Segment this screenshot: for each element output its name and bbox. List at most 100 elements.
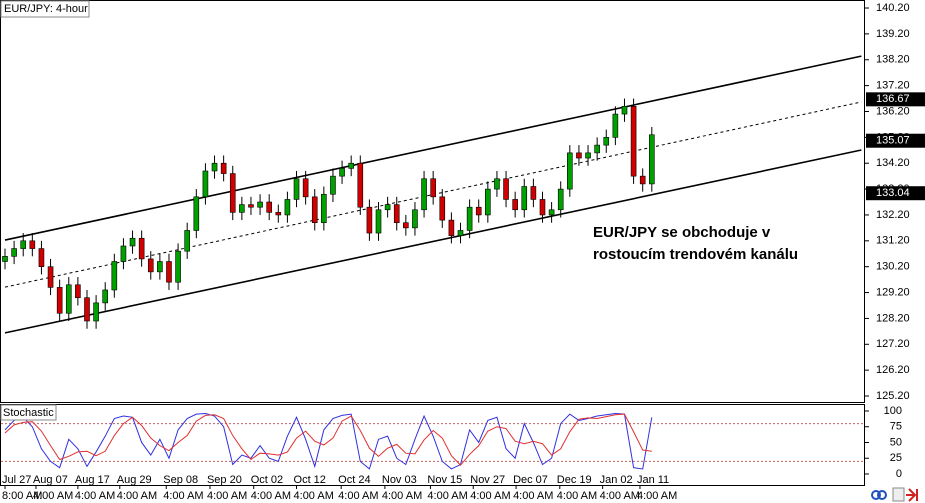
candle-body: [157, 261, 163, 273]
annotation: EUR/JPY se obchoduje v: [593, 224, 771, 241]
candle-body: [93, 302, 99, 322]
candle-body: [630, 106, 637, 177]
x-tick-label: Aug 17: [75, 474, 110, 486]
candle-body: [621, 106, 628, 115]
x-tick-label: Oct 24: [338, 474, 370, 486]
x-time-label: 8:00 AM: [2, 490, 42, 502]
y-tick-label: 25: [890, 452, 902, 464]
main-pane: [0, 0, 865, 403]
candle-body: [293, 178, 300, 200]
candle-body: [175, 250, 181, 283]
candle-body: [448, 219, 455, 236]
x-tick-label: Aug 07: [33, 474, 68, 486]
candle-body: [211, 162, 218, 172]
x-tick-label: Jul 27: [2, 474, 31, 486]
candle-body: [603, 137, 610, 146]
candle-body: [56, 287, 63, 314]
price-label: 133.04: [876, 187, 910, 199]
x-time-label: 4:00 AM: [75, 490, 115, 502]
candle-body: [357, 162, 364, 208]
candle-body: [65, 284, 72, 314]
candle-body: [129, 237, 136, 247]
candle-body: [485, 188, 491, 216]
x-tick-label: Oct 12: [294, 474, 326, 486]
candle-body: [557, 188, 564, 211]
price-label: 136.67: [876, 93, 910, 105]
x-tick-label: Nov 15: [427, 474, 462, 486]
candle-body: [2, 256, 8, 262]
candle-body: [366, 206, 373, 234]
candle-body: [612, 113, 619, 138]
candle-body: [530, 186, 537, 200]
stochastic-title: Stochastic: [3, 407, 54, 419]
candle-body: [321, 193, 327, 224]
candle-body: [521, 186, 528, 211]
candle-body: [120, 245, 127, 262]
candle-body: [421, 178, 427, 211]
y-tick-label: 75: [890, 421, 902, 433]
candle-body: [503, 178, 509, 200]
candle-body: [330, 175, 336, 195]
x-tick-label: Nov 03: [382, 474, 417, 486]
y-tick-label: 131.20: [876, 235, 910, 247]
x-time-label: 4:00 AM: [251, 490, 291, 502]
y-tick-label: 137.20: [876, 80, 910, 92]
x-tick-label: Oct 02: [251, 474, 283, 486]
x-time-label: 4:00 AM: [382, 490, 422, 502]
x-time-label: 4:00 AM: [513, 490, 553, 502]
y-tick-label: 125.20: [876, 390, 910, 402]
y-tick-label: 139.20: [876, 28, 910, 40]
candle-body: [311, 196, 318, 224]
candle-body: [339, 168, 345, 177]
x-time-label: 4:00 AM: [427, 490, 467, 502]
candle-body: [594, 144, 600, 154]
icon: [892, 487, 905, 502]
x-tick-label: Jan 11: [637, 474, 669, 486]
price-label: 135.07: [876, 135, 910, 147]
icon: [877, 490, 887, 500]
y-tick-label: 0: [896, 468, 902, 480]
candle-body: [102, 289, 109, 304]
y-tick-label: 126.20: [876, 364, 910, 376]
candle-body: [585, 152, 591, 159]
icon: [871, 490, 881, 500]
stochastic-line: [4, 412, 653, 470]
marks: [1, 7, 869, 489]
candle-body: [284, 199, 291, 216]
candle-body: [229, 173, 236, 213]
stochastic-pane: [0, 404, 865, 486]
candle-body: [649, 134, 655, 185]
candle-body: [29, 240, 36, 249]
y-tick-label: 100: [884, 405, 902, 417]
stochastic-line: [4, 413, 652, 466]
y-tick-label: 128.20: [876, 312, 910, 324]
candle-body: [466, 206, 473, 231]
chart-title: EUR/JPY: 4-hour: [4, 3, 88, 15]
price-label-box: [866, 133, 925, 148]
x-tick-label: Jan 02: [600, 474, 633, 486]
x-tick-label: Sep 20: [207, 474, 242, 486]
candle-body: [348, 162, 354, 169]
toolbar-icons: [871, 487, 918, 502]
x-tick-label: Sep 08: [163, 474, 198, 486]
candle-body: [38, 248, 45, 267]
channel-line: [4, 55, 862, 241]
candle-body: [375, 209, 382, 234]
candle-body: [639, 175, 646, 185]
x-tick-label: Aug 29: [117, 474, 152, 486]
x-time-label: 4:00 AM: [600, 490, 640, 502]
candle-body: [384, 204, 391, 211]
candle-body: [47, 266, 54, 288]
candle-body: [84, 297, 90, 322]
candle-body: [193, 196, 200, 231]
x-time-label: 4:00 AM: [163, 490, 203, 502]
candle-body: [20, 240, 27, 249]
x-time-label: 4:00 AM: [470, 490, 510, 502]
candle-body: [475, 206, 482, 216]
candle-body: [147, 258, 154, 273]
x-time-label: 4:00 AM: [338, 490, 378, 502]
candle-body: [202, 170, 209, 198]
y-tick-label: 50: [890, 436, 902, 448]
